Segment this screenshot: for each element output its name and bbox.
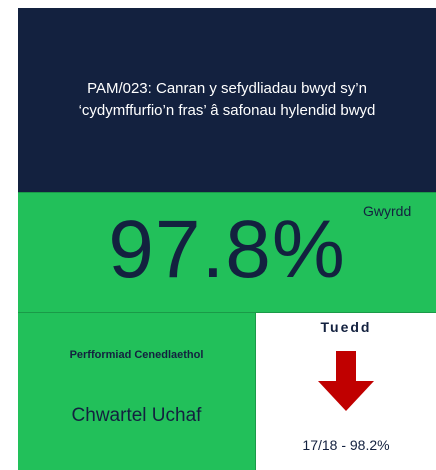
title-line: ‘cydymffurfio’n fras’ â safonau hylendid… <box>78 102 376 119</box>
value-panel: 97.8% Gwyrdd <box>18 192 436 312</box>
previous-value: 17/18 - 98.2% <box>302 437 390 453</box>
national-label: Perfformiad Cenedlaethol <box>69 349 204 361</box>
arrow-shape <box>318 351 374 411</box>
status-label: Gwyrdd <box>363 203 412 219</box>
title-line: PAM/023: Canran y sefydliadau bwyd sy’n <box>87 80 367 97</box>
down-arrow <box>318 351 374 411</box>
national-panel: Perfformiad Cenedlaethol Chwartel Uchaf <box>18 312 256 470</box>
trend-panel: Tuedd 17/18 - 98.2% <box>256 312 436 470</box>
trend-label: Tuedd <box>320 319 372 335</box>
main-value: 97.8% <box>108 204 346 295</box>
quartile: Chwartel Uchaf <box>71 405 202 426</box>
title-panel: PAM/023: Canran y sefydliadau bwyd sy’n … <box>18 8 436 192</box>
